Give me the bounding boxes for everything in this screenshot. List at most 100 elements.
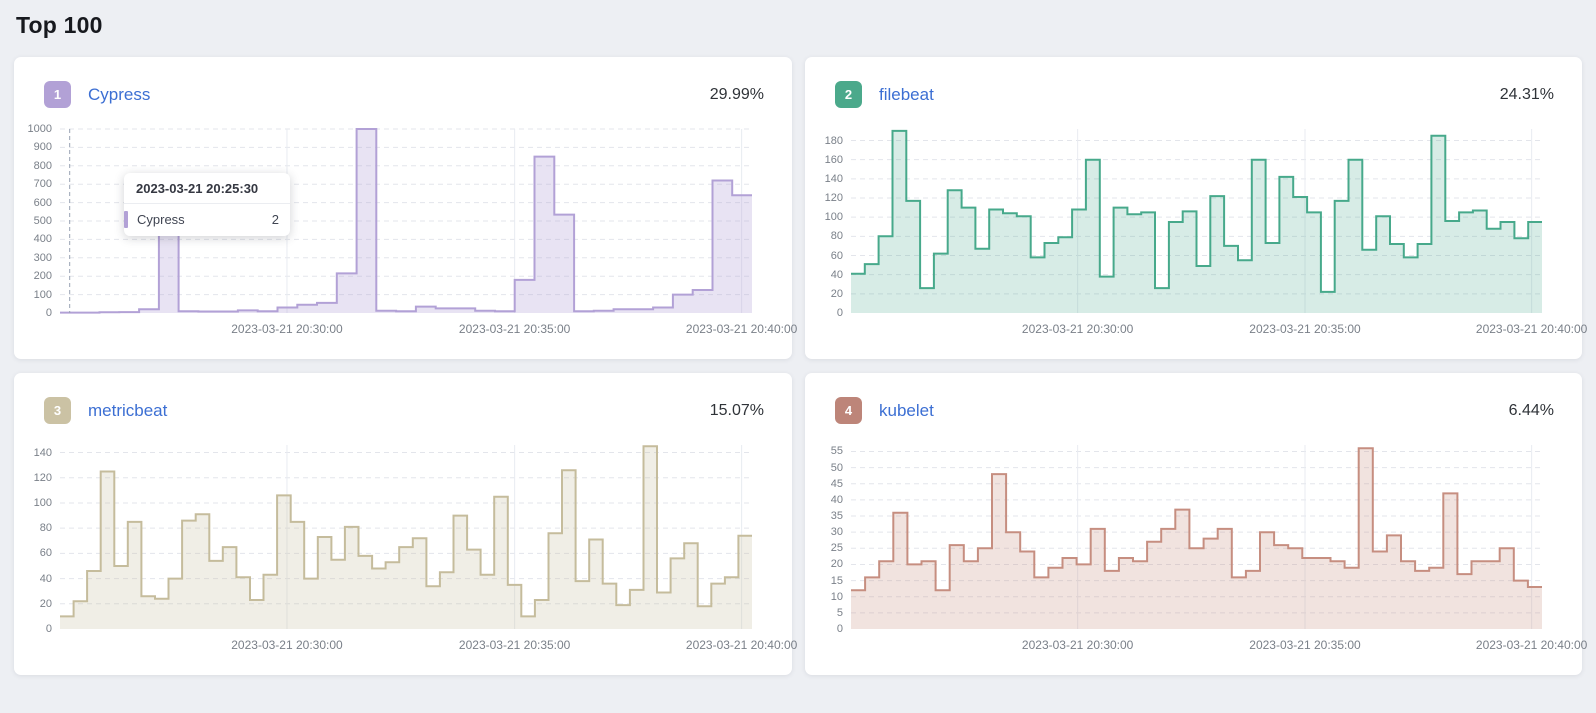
y-axis-label: 40 xyxy=(830,268,843,281)
series-link-filebeat[interactable]: filebeat xyxy=(879,84,934,104)
x-axis-label: 2023-03-21 20:40:00 xyxy=(685,638,798,652)
chart-card-kubelet: 4 kubelet 6.44% 0 5 10 15 20 25 30 35 40 45 50 55 2… xyxy=(805,373,1587,675)
x-axis-label: 2023-03-21 20:30:00 xyxy=(231,638,343,652)
tooltip-series-value: 2 xyxy=(271,212,279,227)
series-line xyxy=(60,128,752,314)
y-axis-label: 900 xyxy=(33,141,52,154)
plot-area[interactable]: 2023-03-21 20:25:30 Cypress 2 xyxy=(60,128,752,314)
y-axis-label: 20 xyxy=(39,597,52,610)
x-axis-label: 2023-03-21 20:40:00 xyxy=(1475,322,1588,336)
chart-svg xyxy=(851,129,1542,313)
y-axis-label: 20 xyxy=(830,558,843,571)
y-axis-label: 700 xyxy=(33,178,52,191)
chart-svg xyxy=(60,128,752,314)
y-axis: 0 20 40 60 80 100 120 140 xyxy=(14,445,60,635)
y-axis-label: 100 xyxy=(33,288,52,301)
series-link-kubelet[interactable]: kubelet xyxy=(879,400,934,420)
cards-grid: 1 Cypress 29.99% 0 100 200 300 400 500 600 700 8… xyxy=(0,39,1596,675)
card-header: 4 kubelet 6.44% xyxy=(805,397,1582,424)
plot-area[interactable] xyxy=(851,445,1542,629)
x-axis-label: 2023-03-21 20:35:00 xyxy=(1249,638,1361,652)
series-line xyxy=(60,445,752,618)
y-axis-label: 100 xyxy=(824,211,843,224)
series-link-cypress[interactable]: Cypress xyxy=(88,84,151,104)
rank-badge: 3 xyxy=(44,397,71,424)
plot-area[interactable] xyxy=(60,445,752,629)
tooltip-timestamp: 2023-03-21 20:25:30 xyxy=(124,173,290,204)
y-axis-label: 300 xyxy=(33,251,52,264)
y-axis-label: 10 xyxy=(830,590,843,603)
y-axis-label: 1000 xyxy=(27,123,52,135)
y-axis-label: 30 xyxy=(830,526,843,539)
y-axis-label: 25 xyxy=(830,542,843,555)
y-axis-label: 45 xyxy=(830,477,843,490)
y-axis-label: 0 xyxy=(45,307,52,319)
y-axis-label: 0 xyxy=(45,623,52,635)
percent-value: 24.31% xyxy=(1499,85,1554,103)
y-axis-label: 80 xyxy=(39,522,52,535)
x-axis-label: 2023-03-21 20:30:00 xyxy=(1021,638,1134,652)
chart-block: 0 20 40 60 80 100 120 140 2023-03-21 20:30:00 20… xyxy=(14,445,797,655)
percent-value: 29.99% xyxy=(709,85,764,103)
chart-tooltip: 2023-03-21 20:25:30 Cypress 2 xyxy=(124,173,290,236)
y-axis-label: 60 xyxy=(39,547,52,560)
y-axis-label: 180 xyxy=(824,134,843,147)
chart-block: 0 100 200 300 400 500 600 700 800 900 1000 2023-03… xyxy=(14,123,798,339)
series-area xyxy=(851,448,1542,629)
series-link-metricbeat[interactable]: metricbeat xyxy=(88,400,168,420)
percent-value: 15.07% xyxy=(709,401,764,419)
x-axis-label: 2023-03-21 20:30:00 xyxy=(231,322,343,336)
y-axis: 0 100 200 300 400 500 600 700 800 900 1000 xyxy=(14,123,60,319)
y-axis-label: 60 xyxy=(830,249,843,262)
x-axis-label: 2023-03-21 20:40:00 xyxy=(685,322,798,336)
series-line xyxy=(851,447,1542,592)
rank-badge: 2 xyxy=(835,81,862,108)
y-axis: 0 20 40 60 80 100 120 140 160 180 xyxy=(805,129,851,320)
x-axis: 2023-03-21 20:30:00 2023-03-21 20:35:00 20… xyxy=(14,313,797,339)
plot-area[interactable] xyxy=(851,129,1542,313)
y-axis-label: 0 xyxy=(836,623,843,635)
y-axis-label: 20 xyxy=(830,287,843,300)
x-axis-label: 2023-03-21 20:35:00 xyxy=(458,638,571,652)
card-header: 1 Cypress 29.99% xyxy=(14,81,792,108)
y-axis-label: 5 xyxy=(836,606,843,619)
x-axis-label: 2023-03-21 20:30:00 xyxy=(1021,322,1134,336)
y-axis-label: 50 xyxy=(830,461,843,474)
y-axis-label: 500 xyxy=(33,215,52,227)
y-axis: 0 5 10 15 20 25 30 35 40 45 50 55 xyxy=(805,445,851,635)
y-axis-label: 140 xyxy=(33,446,52,459)
chart-card-filebeat: 2 filebeat 24.31% 0 20 40 60 80 100 120 140 160 1… xyxy=(805,57,1587,359)
y-axis-label: 200 xyxy=(33,270,52,283)
y-axis-label: 160 xyxy=(824,153,843,166)
x-axis-label: 2023-03-21 20:35:00 xyxy=(458,322,571,336)
rank-badge: 1 xyxy=(44,81,71,108)
chart-svg xyxy=(60,445,752,629)
y-axis-label: 800 xyxy=(33,159,52,172)
percent-value: 6.44% xyxy=(1508,401,1554,419)
x-axis: 2023-03-21 20:30:00 2023-03-21 20:35:00 20… xyxy=(14,629,797,655)
card-header: 2 filebeat 24.31% xyxy=(805,81,1582,108)
card-header: 3 metricbeat 15.07% xyxy=(14,397,792,424)
tooltip-series-row: Cypress 2 xyxy=(124,204,290,236)
y-axis-label: 600 xyxy=(33,196,52,209)
chart-card-cypress: 1 Cypress 29.99% 0 100 200 300 400 500 600 700 8… xyxy=(14,57,798,359)
chart-block: 0 20 40 60 80 100 120 140 160 180 2023-03-21 20:3… xyxy=(805,129,1587,339)
chart-svg xyxy=(851,445,1542,629)
tooltip-series-name: Cypress xyxy=(137,212,185,227)
y-axis-label: 15 xyxy=(830,574,843,587)
y-axis-label: 120 xyxy=(824,192,843,204)
y-axis-label: 55 xyxy=(830,445,843,458)
x-axis: 2023-03-21 20:30:00 2023-03-21 20:35:00 20… xyxy=(805,313,1587,339)
chart-card-metricbeat: 3 metricbeat 15.07% 0 20 40 60 80 100 120 140 2… xyxy=(14,373,797,675)
y-axis-label: 140 xyxy=(824,172,843,185)
y-axis-label: 100 xyxy=(33,496,52,509)
y-axis-label: 40 xyxy=(830,493,843,506)
y-axis-label: 120 xyxy=(33,471,52,484)
page-title: Top 100 xyxy=(16,12,103,38)
x-axis-label: 2023-03-21 20:35:00 xyxy=(1249,322,1361,336)
y-axis-label: 40 xyxy=(39,572,52,585)
rank-badge: 4 xyxy=(835,397,862,424)
series-line xyxy=(851,129,1542,293)
y-axis-label: 400 xyxy=(33,233,52,246)
x-axis-label: 2023-03-21 20:40:00 xyxy=(1475,638,1588,652)
